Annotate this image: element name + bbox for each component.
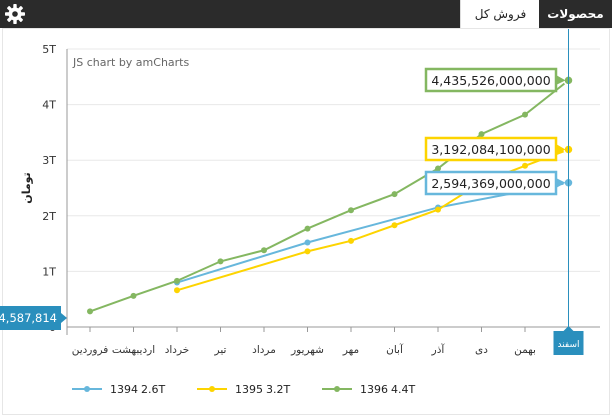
data-point[interactable] xyxy=(304,239,311,246)
cursor-y-pointer xyxy=(61,313,67,323)
cursor-y-bubble xyxy=(0,306,61,330)
data-point[interactable] xyxy=(348,207,354,214)
gear-icon[interactable] xyxy=(4,3,26,25)
legend-label[interactable]: 1394 xyxy=(110,383,138,396)
x-tick-label: آذر xyxy=(431,343,446,356)
cursor-x-pointer xyxy=(563,326,574,331)
balloon-value: 3,192,084,100,000 xyxy=(431,142,550,157)
top-bar: فروش کل محصولات xyxy=(0,0,612,28)
legend-value: 3.2T xyxy=(266,383,290,396)
x-tick-label: شهریور xyxy=(290,344,324,356)
x-tick-label: خرداد xyxy=(165,344,190,356)
legend-marker-dot[interactable] xyxy=(84,386,90,392)
balloon-pointer xyxy=(556,178,566,188)
data-point[interactable] xyxy=(304,248,311,255)
x-tick-label: مهر xyxy=(342,344,359,356)
data-point[interactable] xyxy=(391,191,398,198)
x-tick-label: آبان xyxy=(386,343,404,356)
balloon-value: 2,594,369,000,000 xyxy=(431,176,550,191)
data-point[interactable] xyxy=(304,225,311,232)
amcharts-credit[interactable]: JS chart by amCharts xyxy=(72,56,189,69)
cursor-x-bubble xyxy=(553,331,584,355)
data-point[interactable] xyxy=(174,277,180,284)
y-tick-label: 2T xyxy=(42,210,56,223)
legend-value: 4.4T xyxy=(391,383,415,396)
balloon-1395 xyxy=(424,136,558,162)
cursor-y-label: 4,587,814 xyxy=(0,311,57,325)
tab-products[interactable]: محصولات xyxy=(539,0,612,28)
series-line-1395 xyxy=(176,148,569,292)
tab-total-sales[interactable]: فروش کل xyxy=(460,0,540,28)
balloon-1394 xyxy=(424,170,558,196)
x-tick-label: تیر xyxy=(214,344,227,356)
balloon-value: 4,435,526,000,000 xyxy=(431,73,550,88)
y-tick-label: 4T xyxy=(42,99,56,112)
y-tick-label: 1T xyxy=(42,265,56,278)
legend-label[interactable]: 1396 xyxy=(360,383,388,396)
data-point[interactable] xyxy=(87,308,93,315)
legend-value: 2.6T xyxy=(141,383,165,396)
data-point[interactable] xyxy=(478,131,485,138)
balloon-1396 xyxy=(424,67,558,93)
data-point[interactable] xyxy=(174,287,180,294)
data-point[interactable] xyxy=(217,258,224,265)
data-point[interactable] xyxy=(348,237,354,244)
y-axis-label: تومان xyxy=(20,172,33,203)
y-tick-label: 3T xyxy=(42,154,56,167)
data-point[interactable] xyxy=(522,162,528,169)
x-tick-label: بهمن xyxy=(514,344,536,356)
data-point[interactable] xyxy=(130,292,137,299)
cursor-x-label: اسفند xyxy=(557,340,579,350)
x-tick-label: مرداد xyxy=(252,344,276,356)
data-point[interactable] xyxy=(391,222,398,229)
data-point[interactable] xyxy=(435,206,441,213)
legend-marker-dot[interactable] xyxy=(334,386,340,392)
balloon-pointer xyxy=(556,75,566,85)
balloon-pointer xyxy=(556,144,566,154)
legend-label[interactable]: 1395 xyxy=(235,383,263,396)
chart-panel xyxy=(2,28,610,415)
data-point[interactable] xyxy=(435,165,441,172)
x-tick-label: اردیبهشت xyxy=(112,344,155,356)
series-line-1396 xyxy=(89,79,570,313)
legend-marker-dot[interactable] xyxy=(209,386,215,392)
x-tick-label: دی xyxy=(475,344,488,356)
data-point[interactable] xyxy=(522,111,528,118)
x-tick-label: فروردین xyxy=(72,344,109,356)
data-point[interactable] xyxy=(261,247,267,254)
y-tick-label: 5T xyxy=(42,43,56,56)
